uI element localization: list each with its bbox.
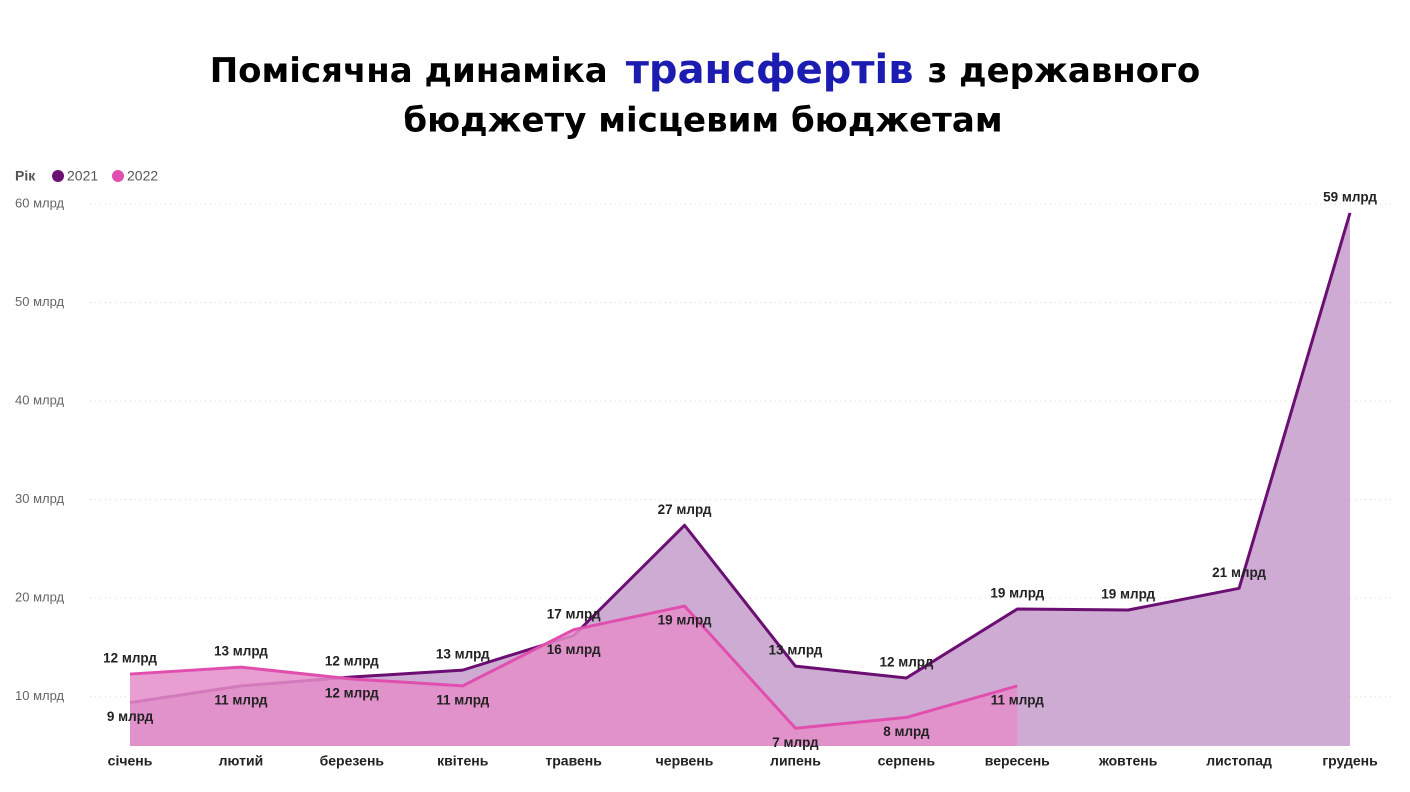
x-tick-label: грудень [1322,753,1378,769]
data-label: 13 млрд [214,644,268,659]
data-label: 12 млрд [103,651,157,666]
legend-label: 2021 [67,168,98,184]
data-label: 16 млрд [547,642,601,657]
area [130,606,1018,746]
data-label: 9 млрд [107,709,154,724]
legend-marker [112,170,124,182]
data-label: 21 млрд [1212,565,1266,580]
legend-label: 2022 [127,168,158,184]
data-label: 27 млрд [658,502,712,517]
x-tick-label: січень [108,753,153,769]
data-label: 59 млрд [1323,189,1377,204]
y-tick-label: 50 млрд [15,294,65,309]
title-part: з державного [928,51,1201,91]
legend-marker [52,170,64,182]
x-tick-label: лютий [219,753,264,769]
chart-title-line2: бюджету місцевим бюджетам [403,101,1002,141]
x-tick-label: листопад [1206,753,1272,769]
data-label: 7 млрд [772,735,819,750]
data-label: 11 млрд [214,692,267,707]
x-tick-label: вересень [985,753,1050,769]
y-tick-label: 20 млрд [15,590,65,605]
x-tick-label: квітень [437,753,489,769]
data-label: 12 млрд [325,686,379,701]
legend-title: Рік [15,168,36,184]
y-tick-label: 60 млрд [15,195,65,210]
data-label: 11 млрд [436,692,489,707]
data-label: 13 млрд [436,647,490,662]
y-tick-label: 10 млрд [15,688,65,703]
data-label: 13 млрд [769,643,823,658]
x-tick-label: березень [320,753,385,769]
data-label: 11 млрд [991,692,1044,707]
line [129,604,1018,730]
data-label: 12 млрд [325,654,379,669]
data-label: 19 млрд [658,613,712,628]
y-tick-label: 40 млрд [15,393,65,408]
area [130,212,1350,747]
title-part: Помісячна динаміка [210,51,608,91]
data-label: 19 млрд [1101,587,1155,602]
chart-title: Помісячна динаміка трансфертів з державног… [210,47,1201,93]
data-label: 12 млрд [879,655,933,670]
y-tick-label: 30 млрд [15,491,65,506]
x-tick-label: червень [656,753,714,769]
data-label: 8 млрд [883,724,930,739]
x-tick-label: травень [545,753,602,769]
data-label: 19 млрд [990,586,1044,601]
x-tick-label: серпень [878,753,936,769]
data-label: 17 млрд [547,606,601,621]
x-tick-label: липень [770,753,821,769]
x-tick-label: жовтень [1098,753,1158,769]
title-highlight: трансфертів [626,47,914,93]
